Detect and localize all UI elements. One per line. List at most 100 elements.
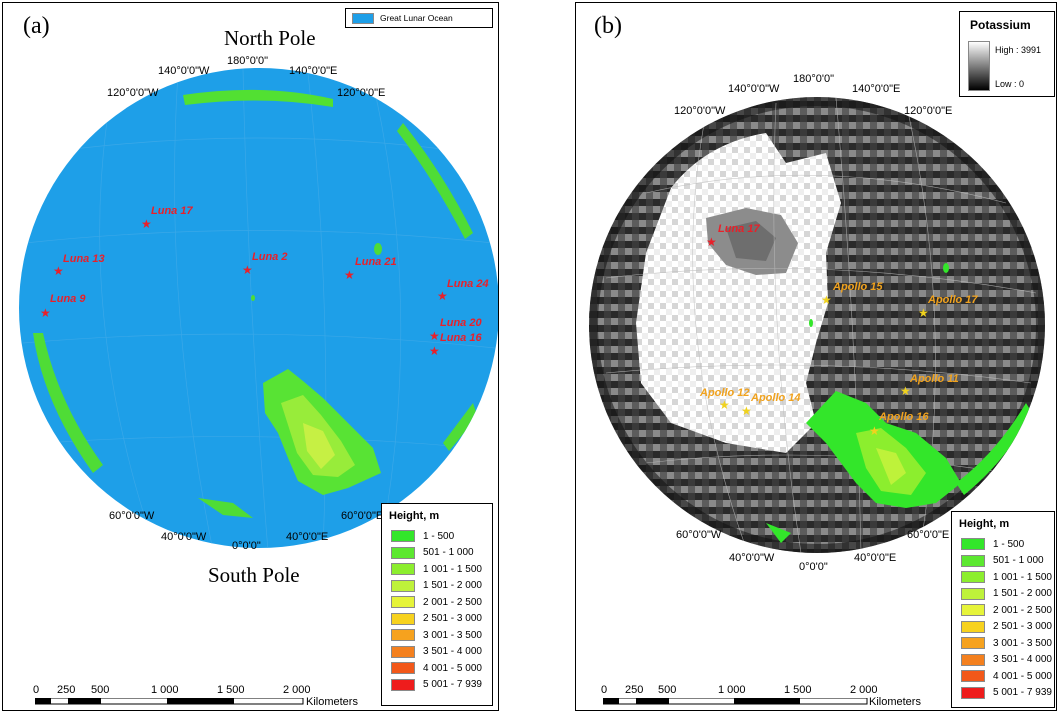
legend-row: 5 001 - 7 939	[952, 685, 1054, 702]
legend-swatch	[391, 629, 415, 642]
site-label: Apollo 16	[879, 411, 929, 423]
legend-swatch	[391, 546, 415, 559]
coord-label: 60°0'0"E	[341, 510, 384, 522]
legend-row: 2 501 - 3 000	[952, 619, 1054, 636]
height-legend-title: Height, m	[389, 510, 440, 522]
coord-label: 120°0'0"E	[337, 87, 386, 99]
legend-row: 1 501 - 2 000	[952, 586, 1054, 603]
north-pole-label: North Pole	[224, 26, 316, 50]
site-star: ★	[900, 384, 911, 398]
legend-label: 5 001 - 7 939	[993, 687, 1052, 699]
legend-swatch	[391, 530, 415, 543]
ocean-legend-label: Great Lunar Ocean	[380, 13, 453, 23]
coord-label: 140°0'0"E	[852, 83, 901, 95]
legend-row: 2 001 - 2 500	[952, 602, 1054, 619]
scale-label: 2 000	[283, 684, 311, 696]
site-label: Luna 21	[355, 256, 397, 268]
scale-label: 500	[91, 684, 110, 696]
site-star: ★	[242, 263, 253, 277]
site-star: ★	[741, 404, 752, 418]
graticule-b	[605, 97, 1037, 553]
legend-label: 1 501 - 2 000	[423, 580, 482, 592]
coord-label: 120°0'0"W	[107, 87, 159, 99]
legend-label: 4 001 - 5 000	[993, 670, 1052, 682]
legend-row: 501 - 1 000	[382, 545, 492, 562]
potassium-low: Low : 0	[995, 79, 1025, 89]
legend-label: 3 001 - 3 500	[993, 637, 1052, 649]
legend-swatch	[961, 554, 985, 567]
site-label: Luna 17	[151, 205, 193, 217]
highlands-a	[33, 89, 477, 518]
legend-label: 4 001 - 5 000	[423, 662, 482, 674]
legend-label: 5 001 - 7 939	[423, 679, 482, 691]
scale-label: 500	[658, 684, 677, 696]
site-label: Luna 20	[440, 317, 482, 329]
site-star: ★	[40, 306, 51, 320]
scale-bar-graphic	[35, 698, 304, 705]
legend-swatch	[391, 645, 415, 658]
site-star: ★	[429, 344, 440, 358]
site-label: Luna 9	[50, 293, 86, 305]
legend-label: 501 - 1 000	[993, 555, 1044, 567]
legend-swatch	[961, 571, 985, 584]
legend-row: 1 001 - 1 500	[952, 569, 1054, 586]
scale-label: 250	[625, 684, 644, 696]
site-star: ★	[53, 264, 64, 278]
panel-a-label: (a)	[23, 13, 50, 39]
coord-label: 140°0'0"E	[289, 65, 338, 77]
site-star: ★	[437, 289, 448, 303]
coord-label: 140°0'0"W	[728, 83, 780, 95]
site-label: Apollo 12	[700, 387, 750, 399]
site-label: Luna 16	[440, 332, 482, 344]
legend-row: 2 001 - 2 500	[382, 594, 492, 611]
coord-label: 0°0'0"	[799, 561, 828, 573]
scale-label: 1 000	[151, 684, 179, 696]
scale-units: Kilometers	[869, 696, 921, 708]
site-star: ★	[821, 293, 832, 307]
legend-row: 5 001 - 7 939	[382, 677, 492, 694]
site-label: Apollo 11	[910, 373, 959, 385]
legend-swatch	[961, 686, 985, 699]
coord-label: 60°0'0"E	[907, 529, 950, 541]
globe-b: ★ ★ ★ ★ ★ ★ ★	[589, 97, 1045, 553]
site-markers-a: ★ ★ ★ ★ ★ ★ ★ ★	[40, 217, 448, 358]
legend-row: 3 001 - 3 500	[382, 627, 492, 644]
legend-row: 1 501 - 2 000	[382, 578, 492, 595]
site-star: ★	[869, 424, 880, 438]
legend-row: 501 - 1 000	[952, 553, 1054, 570]
site-star: ★	[344, 268, 355, 282]
height-legend-b: Height, m 1 - 500 501 - 1 000 1 001 - 1 …	[951, 511, 1055, 708]
coord-label: 40°0'0"E	[854, 552, 897, 564]
south-pole-label: South Pole	[208, 563, 300, 587]
legend-swatch	[961, 538, 985, 551]
legend-swatch	[961, 637, 985, 650]
coord-label: 40°0'0"W	[729, 552, 775, 564]
potassium-legend: Potassium High : 3991 Low : 0	[959, 11, 1055, 97]
scale-bar-b: 0 250 500 1 000 1 500 2 000 Kilometers	[601, 684, 941, 710]
site-label: Luna 2	[252, 251, 288, 263]
legend-row: 4 001 - 5 000	[952, 668, 1054, 685]
legend-swatch	[961, 587, 985, 600]
scale-label: 1 000	[718, 684, 746, 696]
legend-row: 1 - 500	[952, 536, 1054, 553]
site-star: ★	[706, 235, 717, 249]
legend-swatch	[961, 653, 985, 666]
legend-row: 3 501 - 4 000	[382, 644, 492, 661]
legend-row: 1 - 500	[382, 528, 492, 545]
legend-label: 2 001 - 2 500	[993, 604, 1052, 616]
site-star: ★	[918, 306, 929, 320]
legend-swatch	[391, 579, 415, 592]
site-label: Luna 24	[447, 278, 489, 290]
globe-a: ★ ★ ★ ★ ★ ★ ★ ★	[19, 68, 498, 548]
scale-label: 2 000	[850, 684, 878, 696]
legend-label: 2 501 - 3 000	[423, 613, 482, 625]
legend-swatch	[391, 596, 415, 609]
legend-swatch	[961, 604, 985, 617]
site-label: Apollo 17	[928, 294, 978, 306]
potassium-legend-title: Potassium	[970, 18, 1031, 32]
scale-label: 1 500	[784, 684, 812, 696]
coord-label: 40°0'0"E	[286, 531, 329, 543]
scale-bar-a: 0 250 500 1 000 1 500 2 000 Kilometers	[33, 684, 373, 710]
coord-label: 120°0'0"E	[904, 105, 953, 117]
coord-label: 140°0'0"W	[158, 65, 210, 77]
